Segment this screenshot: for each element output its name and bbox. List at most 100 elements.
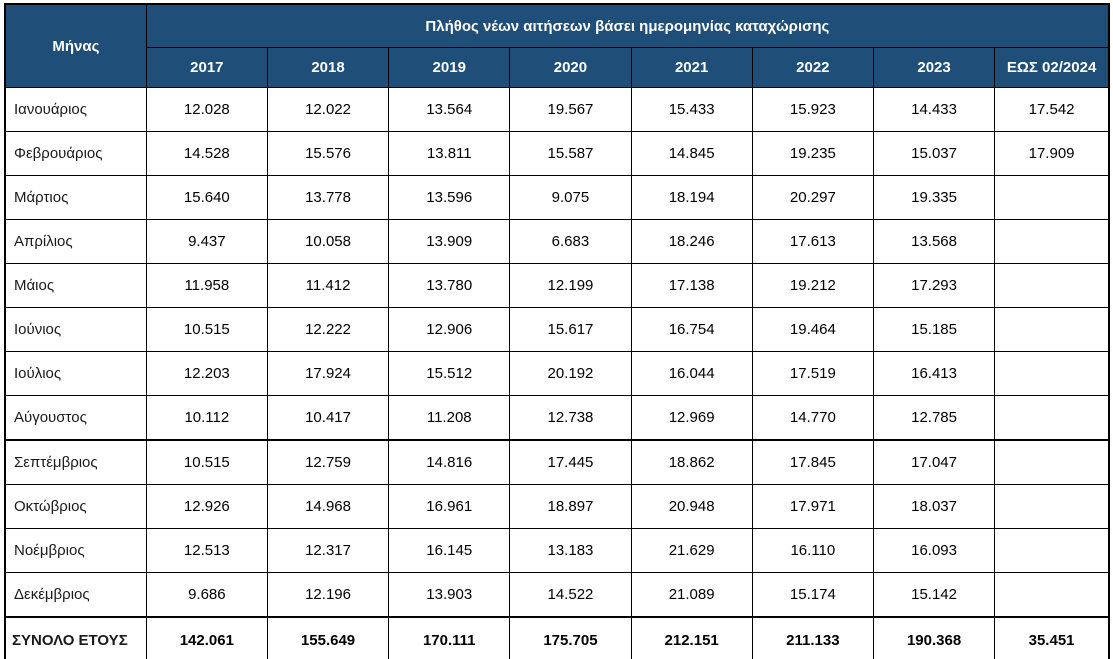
value-cell-2018: 12.317 [266, 528, 390, 573]
table-row: Μάρτιος 15.640 13.778 13.596 9.075 18.194 20.2… [4, 175, 1110, 220]
value-cell-2021: 18.194 [630, 175, 753, 220]
year-header-3: 2020 [509, 47, 632, 88]
total-label: ΣΥΝΟΛΟ ΕΤΟΥΣ [4, 616, 147, 659]
value-cell-2023: 15.037 [872, 131, 996, 176]
value-cell-2019: 13.811 [388, 131, 511, 176]
total-row: ΣΥΝΟΛΟ ΕΤΟΥΣ 142.061 155.649 170.111 175.705… [4, 616, 1110, 659]
value-cell-2023: 16.413 [872, 351, 996, 396]
year-header-6: 2023 [872, 47, 996, 88]
value-cell-ΕΩΣ 02/2024 [994, 572, 1110, 618]
value-cell-2020: 19.567 [509, 87, 632, 132]
value-cell-2023: 17.293 [872, 263, 996, 308]
value-cell-2019: 12.906 [388, 307, 511, 352]
month-cell: Μάιος [4, 263, 147, 308]
value-cell-2022: 17.613 [751, 219, 874, 264]
value-cell-2022: 19.235 [751, 131, 874, 176]
year-header-row: 2017 2018 2019 2020 2021 2022 2023 ΕΩΣ 02/2024 [5, 47, 1110, 88]
value-cell-2019: 16.145 [388, 528, 511, 573]
table-row: Ιούνιος 10.515 12.222 12.906 15.617 16.754 19.… [4, 307, 1110, 352]
value-cell-2017: 9.686 [145, 572, 268, 618]
value-cell-2020: 17.445 [509, 439, 632, 485]
month-cell: Φεβρουάριος [4, 131, 147, 176]
table-row: Απρίλιος 9.437 10.058 13.909 6.683 18.246 17.6… [4, 219, 1110, 264]
value-cell-ΕΩΣ 02/2024 [994, 395, 1110, 441]
value-cell-ΕΩΣ 02/2024 [994, 175, 1110, 220]
table-header: Μήνας Πλήθος νέων αιτήσεων βάσει ημερομη… [4, 3, 1110, 88]
value-cell-2022: 17.971 [751, 484, 874, 529]
value-cell-2023: 15.185 [872, 307, 996, 352]
value-cell-2017: 15.640 [145, 175, 268, 220]
month-column-header: Μήνας [4, 3, 147, 88]
value-cell-2017: 10.515 [145, 439, 268, 485]
value-cell-2018: 15.576 [266, 131, 390, 176]
month-cell: Σεπτέμβριος [4, 439, 147, 485]
value-cell-ΕΩΣ 02/2024 [994, 263, 1110, 308]
value-cell-2022: 17.845 [751, 439, 874, 485]
table-row: Μάιος 11.958 11.412 13.780 12.199 17.138 19.21… [4, 263, 1110, 308]
year-header-2: 2019 [388, 47, 511, 88]
value-cell-2023: 16.093 [872, 528, 996, 573]
value-cell-2017: 14.528 [145, 131, 268, 176]
value-cell-2019: 15.512 [388, 351, 511, 396]
value-cell-ΕΩΣ 02/2024 [994, 484, 1110, 529]
value-cell-2023: 17.047 [872, 439, 996, 485]
total-cell-2019: 170.111 [388, 616, 511, 659]
value-cell-2018: 10.058 [266, 219, 390, 264]
value-cell-2017: 10.112 [145, 395, 268, 441]
month-cell: Ιούλιος [4, 351, 147, 396]
value-cell-2019: 13.903 [388, 572, 511, 618]
month-cell: Μάρτιος [4, 175, 147, 220]
value-cell-2023: 13.568 [872, 219, 996, 264]
year-header-5: 2022 [751, 47, 874, 88]
value-cell-2021: 21.089 [630, 572, 753, 618]
value-cell-2018: 10.417 [266, 395, 390, 441]
value-cell-2022: 19.464 [751, 307, 874, 352]
value-cell-2023: 19.335 [872, 175, 996, 220]
value-cell-2017: 11.958 [145, 263, 268, 308]
value-cell-2020: 12.738 [509, 395, 632, 441]
value-cell-2020: 20.192 [509, 351, 632, 396]
value-cell-ΕΩΣ 02/2024 [994, 219, 1110, 264]
value-cell-2021: 21.629 [630, 528, 753, 573]
table-row: Αύγουστος 10.112 10.417 11.208 12.738 12.969 1… [4, 395, 1110, 441]
value-cell-2022: 15.923 [751, 87, 874, 132]
month-cell: Αύγουστος [4, 395, 147, 441]
value-cell-2021: 20.948 [630, 484, 753, 529]
value-cell-2021: 18.246 [630, 219, 753, 264]
year-header-7: ΕΩΣ 02/2024 [994, 47, 1110, 88]
value-cell-2022: 17.519 [751, 351, 874, 396]
total-cell-2023: 190.368 [872, 616, 996, 659]
year-header-4: 2021 [630, 47, 753, 88]
month-cell: Ιούνιος [4, 307, 147, 352]
value-cell-2023: 14.433 [872, 87, 996, 132]
value-cell-2022: 14.770 [751, 395, 874, 441]
value-cell-2020: 9.075 [509, 175, 632, 220]
table-row: Δεκέμβριος 9.686 12.196 13.903 14.522 21.089 1… [4, 572, 1110, 618]
total-cell-2018: 155.649 [266, 616, 390, 659]
value-cell-2021: 12.969 [630, 395, 753, 441]
table-row: Ιανουάριος 12.028 12.022 13.564 19.567 15.433… [4, 87, 1110, 132]
value-cell-2018: 17.924 [266, 351, 390, 396]
value-cell-2021: 16.044 [630, 351, 753, 396]
value-cell-2019: 14.816 [388, 439, 511, 485]
value-cell-2020: 14.522 [509, 572, 632, 618]
value-cell-2018: 12.022 [266, 87, 390, 132]
month-cell: Ιανουάριος [4, 87, 147, 132]
table-row: Οκτώβριος 12.926 14.968 16.961 18.897 20.948 1… [4, 484, 1110, 529]
value-cell-2020: 18.897 [509, 484, 632, 529]
value-cell-ΕΩΣ 02/2024 [994, 439, 1110, 485]
value-cell-2019: 13.564 [388, 87, 511, 132]
value-cell-2017: 12.028 [145, 87, 268, 132]
value-cell-2021: 17.138 [630, 263, 753, 308]
value-cell-2022: 16.110 [751, 528, 874, 573]
value-cell-2023: 18.037 [872, 484, 996, 529]
value-cell-2018: 11.412 [266, 263, 390, 308]
total-cell-2020: 175.705 [509, 616, 632, 659]
group-header-row: Μήνας Πλήθος νέων αιτήσεων βάσει ημερομη… [4, 3, 1110, 88]
value-cell-2020: 12.199 [509, 263, 632, 308]
total-cell-2021: 212.151 [630, 616, 753, 659]
value-cell-2021: 16.754 [630, 307, 753, 352]
value-cell-2020: 6.683 [509, 219, 632, 264]
value-cell-2019: 13.909 [388, 219, 511, 264]
